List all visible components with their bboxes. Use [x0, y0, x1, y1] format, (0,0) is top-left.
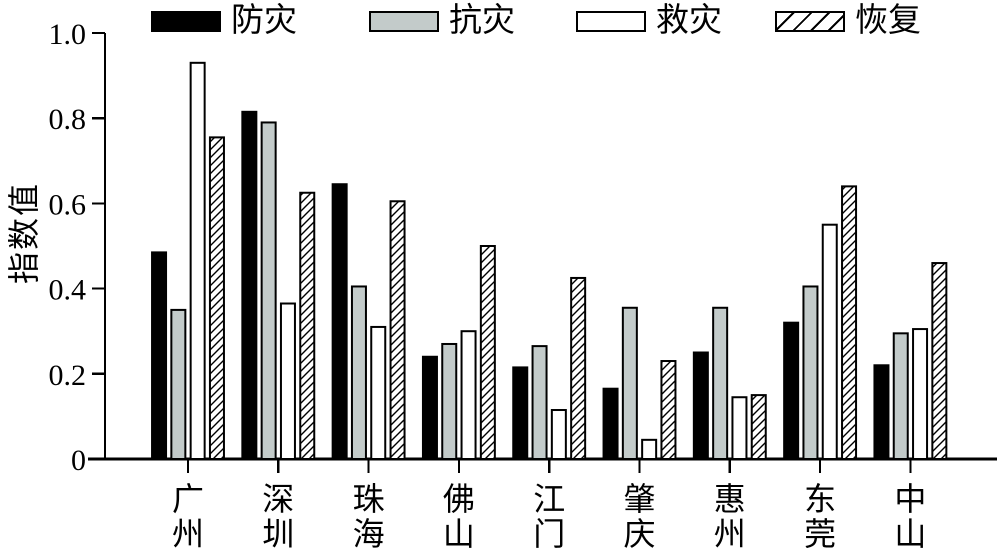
bar-g0-s3 — [208, 136, 225, 460]
bar-g4-s1 — [531, 345, 548, 460]
legend-label-kangzai: 抗灾 — [449, 3, 515, 39]
bar-g6-s0 — [692, 351, 709, 460]
x-category-label: 惠州 — [714, 481, 746, 548]
bar-g4-s0 — [512, 366, 529, 460]
bar-g0-s0 — [151, 251, 168, 460]
bar-g8-s2 — [912, 328, 929, 460]
y-tick-label: 0.4 — [49, 274, 87, 307]
bar-g3-s1 — [441, 342, 458, 461]
bar-g1-s1 — [260, 121, 277, 461]
y-tick-label: 0 — [71, 444, 86, 477]
bar-g1-s3 — [299, 191, 316, 460]
y-tick-label: 0.2 — [49, 359, 87, 392]
legend-item-huifu: 恢复 — [775, 0, 921, 42]
bar-g6-s2 — [731, 396, 748, 461]
bar-g7-s1 — [802, 285, 819, 460]
bar-g6-s1 — [712, 306, 729, 460]
x-category-label: 深圳 — [262, 481, 294, 548]
legend-label-fangzai: 防灾 — [231, 3, 297, 39]
bar-g2-s2 — [370, 325, 387, 460]
bar-g3-s3 — [479, 245, 496, 460]
x-category-label: 佛山 — [443, 481, 475, 548]
legend-label-jiuzai: 救灾 — [656, 3, 722, 39]
legend-swatch-fangzai — [151, 10, 221, 32]
bar-g2-s0 — [331, 183, 348, 460]
bar-g2-s1 — [350, 285, 367, 460]
y-tick-label: 1.0 — [49, 18, 87, 51]
bar-g1-s0 — [241, 110, 258, 460]
y-tick-label: 0.6 — [49, 188, 87, 221]
bar-g3-s2 — [460, 330, 477, 461]
bar-g8-s1 — [892, 332, 909, 460]
x-category-label: 珠海 — [353, 481, 385, 548]
legend-item-fangzai: 防灾 — [151, 0, 297, 42]
bar-g7-s2 — [821, 223, 838, 460]
bar-g5-s1 — [621, 306, 638, 460]
chart-legend: 防灾 抗灾 救灾 恢复 — [0, 0, 1000, 44]
x-category-label: 中山 — [894, 481, 926, 548]
bar-g6-s3 — [750, 394, 767, 461]
bar-g8-s3 — [931, 262, 948, 461]
legend-swatch-huifu — [775, 10, 845, 32]
bar-g0-s2 — [189, 61, 206, 460]
x-category-label: 广州 — [172, 481, 204, 548]
x-category-label: 东莞 — [804, 481, 836, 548]
bar-g5-s3 — [660, 360, 677, 460]
bar-g8-s0 — [873, 364, 890, 460]
bar-g0-s1 — [170, 308, 187, 460]
bar-g7-s0 — [783, 321, 800, 460]
bar-g2-s3 — [389, 200, 406, 461]
legend-swatch-kangzai — [369, 10, 439, 32]
bar-g4-s3 — [570, 276, 587, 461]
legend-swatch-jiuzai — [576, 10, 646, 32]
bar-g5-s2 — [641, 438, 658, 460]
y-tick-label: 0.8 — [49, 103, 87, 136]
bar-g7-s3 — [841, 185, 858, 461]
legend-item-kangzai: 抗灾 — [369, 0, 515, 42]
x-category-label: 肇庆 — [623, 481, 655, 548]
legend-label-huifu: 恢复 — [855, 3, 921, 39]
bar-g1-s2 — [279, 302, 296, 461]
legend-item-jiuzai: 救灾 — [576, 0, 722, 42]
bar-g5-s0 — [602, 387, 619, 460]
bar-g4-s2 — [550, 409, 567, 461]
x-category-label: 江门 — [533, 481, 565, 548]
bar-g3-s0 — [421, 355, 438, 461]
